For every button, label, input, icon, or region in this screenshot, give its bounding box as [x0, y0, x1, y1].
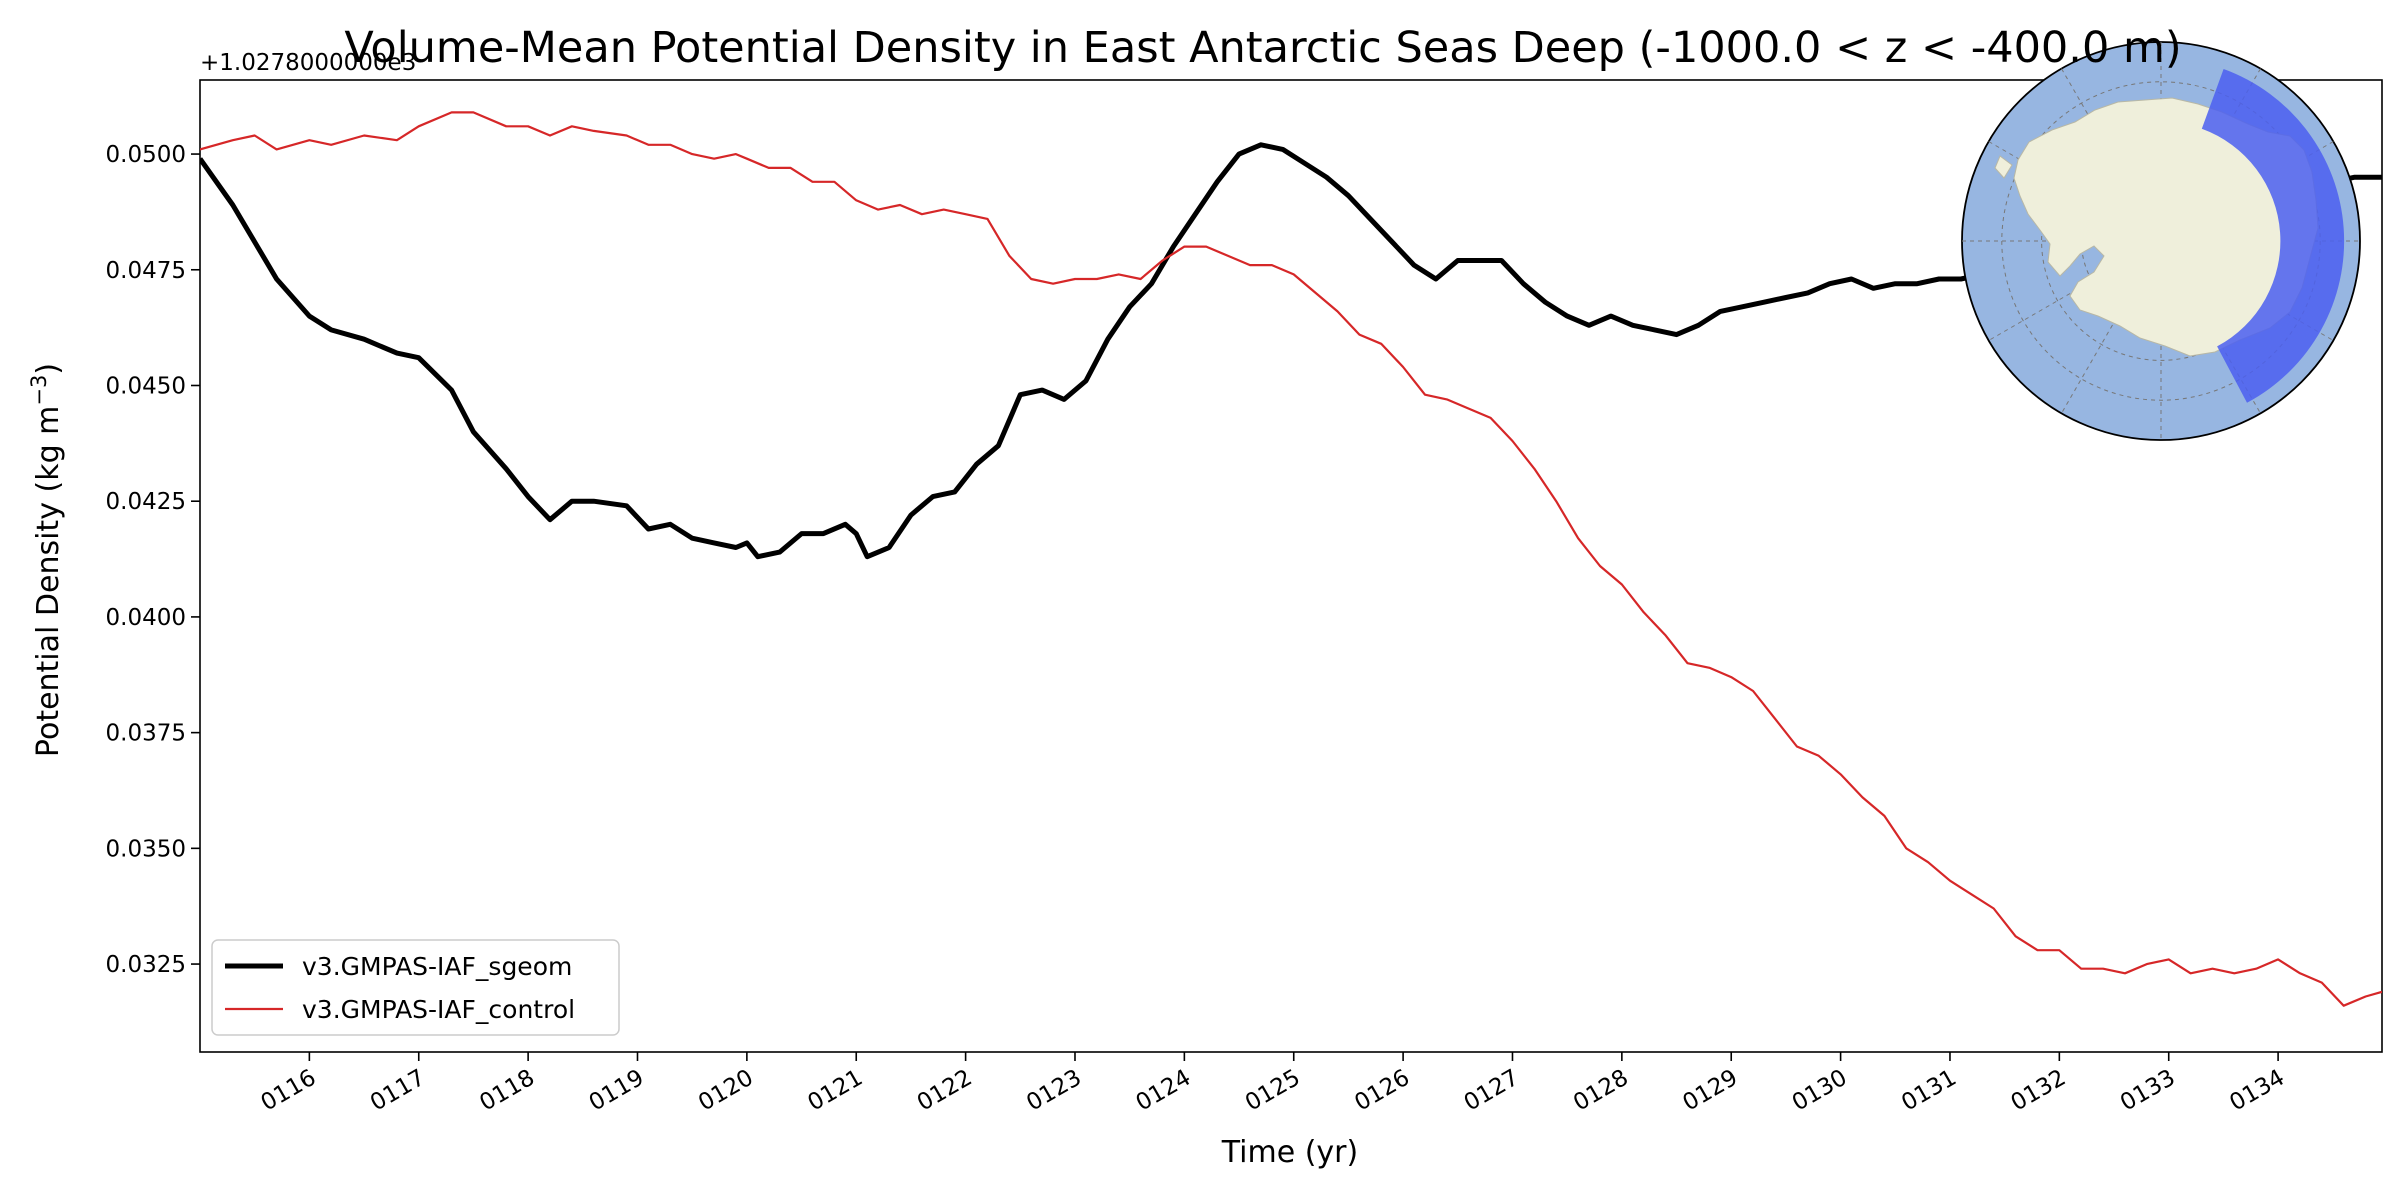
y-tick-label: 0.0425 — [106, 489, 186, 515]
x-tick-label: 0129 — [1679, 1065, 1743, 1117]
x-tick-label: 0134 — [2225, 1065, 2289, 1117]
y-axis-label-exponent: −3 — [27, 375, 51, 406]
y-axis-label-main: Potential Density (kg m — [31, 406, 66, 757]
y-axis-label-suffix: ) — [31, 363, 66, 375]
x-tick-label: 0133 — [2116, 1065, 2180, 1117]
x-tick-label: 0132 — [2007, 1065, 2071, 1117]
x-axis-label: Time (yr) — [1221, 1135, 1358, 1170]
inset-map-antarctica — [1994, 97, 2319, 357]
x-tick-label: 0123 — [1022, 1065, 1086, 1117]
x-tick-label: 0125 — [1241, 1065, 1305, 1117]
plot-frame — [199, 79, 2383, 1053]
x-tick-label: 0131 — [1897, 1065, 1961, 1117]
legend-label: v3.GMPAS-IAF_control — [302, 995, 575, 1024]
y-tick-label: 0.0375 — [106, 721, 186, 747]
legend: v3.GMPAS-IAF_sgeom v3.GMPAS-IAF_control — [211, 939, 620, 1036]
inset-map-region-highlight — [2201, 69, 2345, 403]
x-tick-label: 0130 — [1788, 1065, 1852, 1117]
x-tick-label: 0128 — [1569, 1065, 1633, 1117]
y-tick-label: 0.0500 — [106, 142, 186, 168]
x-tick-label: 0121 — [804, 1065, 868, 1117]
x-tick-label: 0120 — [694, 1065, 758, 1117]
y-tick-label: 0.0450 — [106, 373, 186, 399]
x-tick-label: 0122 — [913, 1065, 977, 1117]
y-tick-label: 0.0475 — [106, 258, 186, 284]
x-tick-label: 0127 — [1460, 1065, 1524, 1117]
x-tick-label: 0116 — [257, 1065, 321, 1117]
x-tick-label: 0124 — [1132, 1065, 1196, 1117]
chart-title: Volume-Mean Potential Density in East An… — [344, 23, 2181, 73]
legend-label: v3.GMPAS-IAF_sgeom — [302, 952, 572, 981]
series-line-2 — [200, 111, 2382, 1007]
y-axis-label: Potential Density (kg m−3) — [27, 363, 66, 757]
y-tick-label: 0.0350 — [106, 836, 186, 862]
y-tick-label: 0.0400 — [106, 605, 186, 631]
x-tick-label: 0119 — [585, 1065, 649, 1117]
y-tick-label: 0.0325 — [106, 952, 186, 978]
x-tick-label: 0118 — [475, 1065, 539, 1117]
y-axis-offset-label: +1.0278000000e3 — [200, 50, 416, 76]
x-tick-label: 0117 — [366, 1065, 430, 1117]
x-tick-label: 0126 — [1350, 1065, 1414, 1117]
